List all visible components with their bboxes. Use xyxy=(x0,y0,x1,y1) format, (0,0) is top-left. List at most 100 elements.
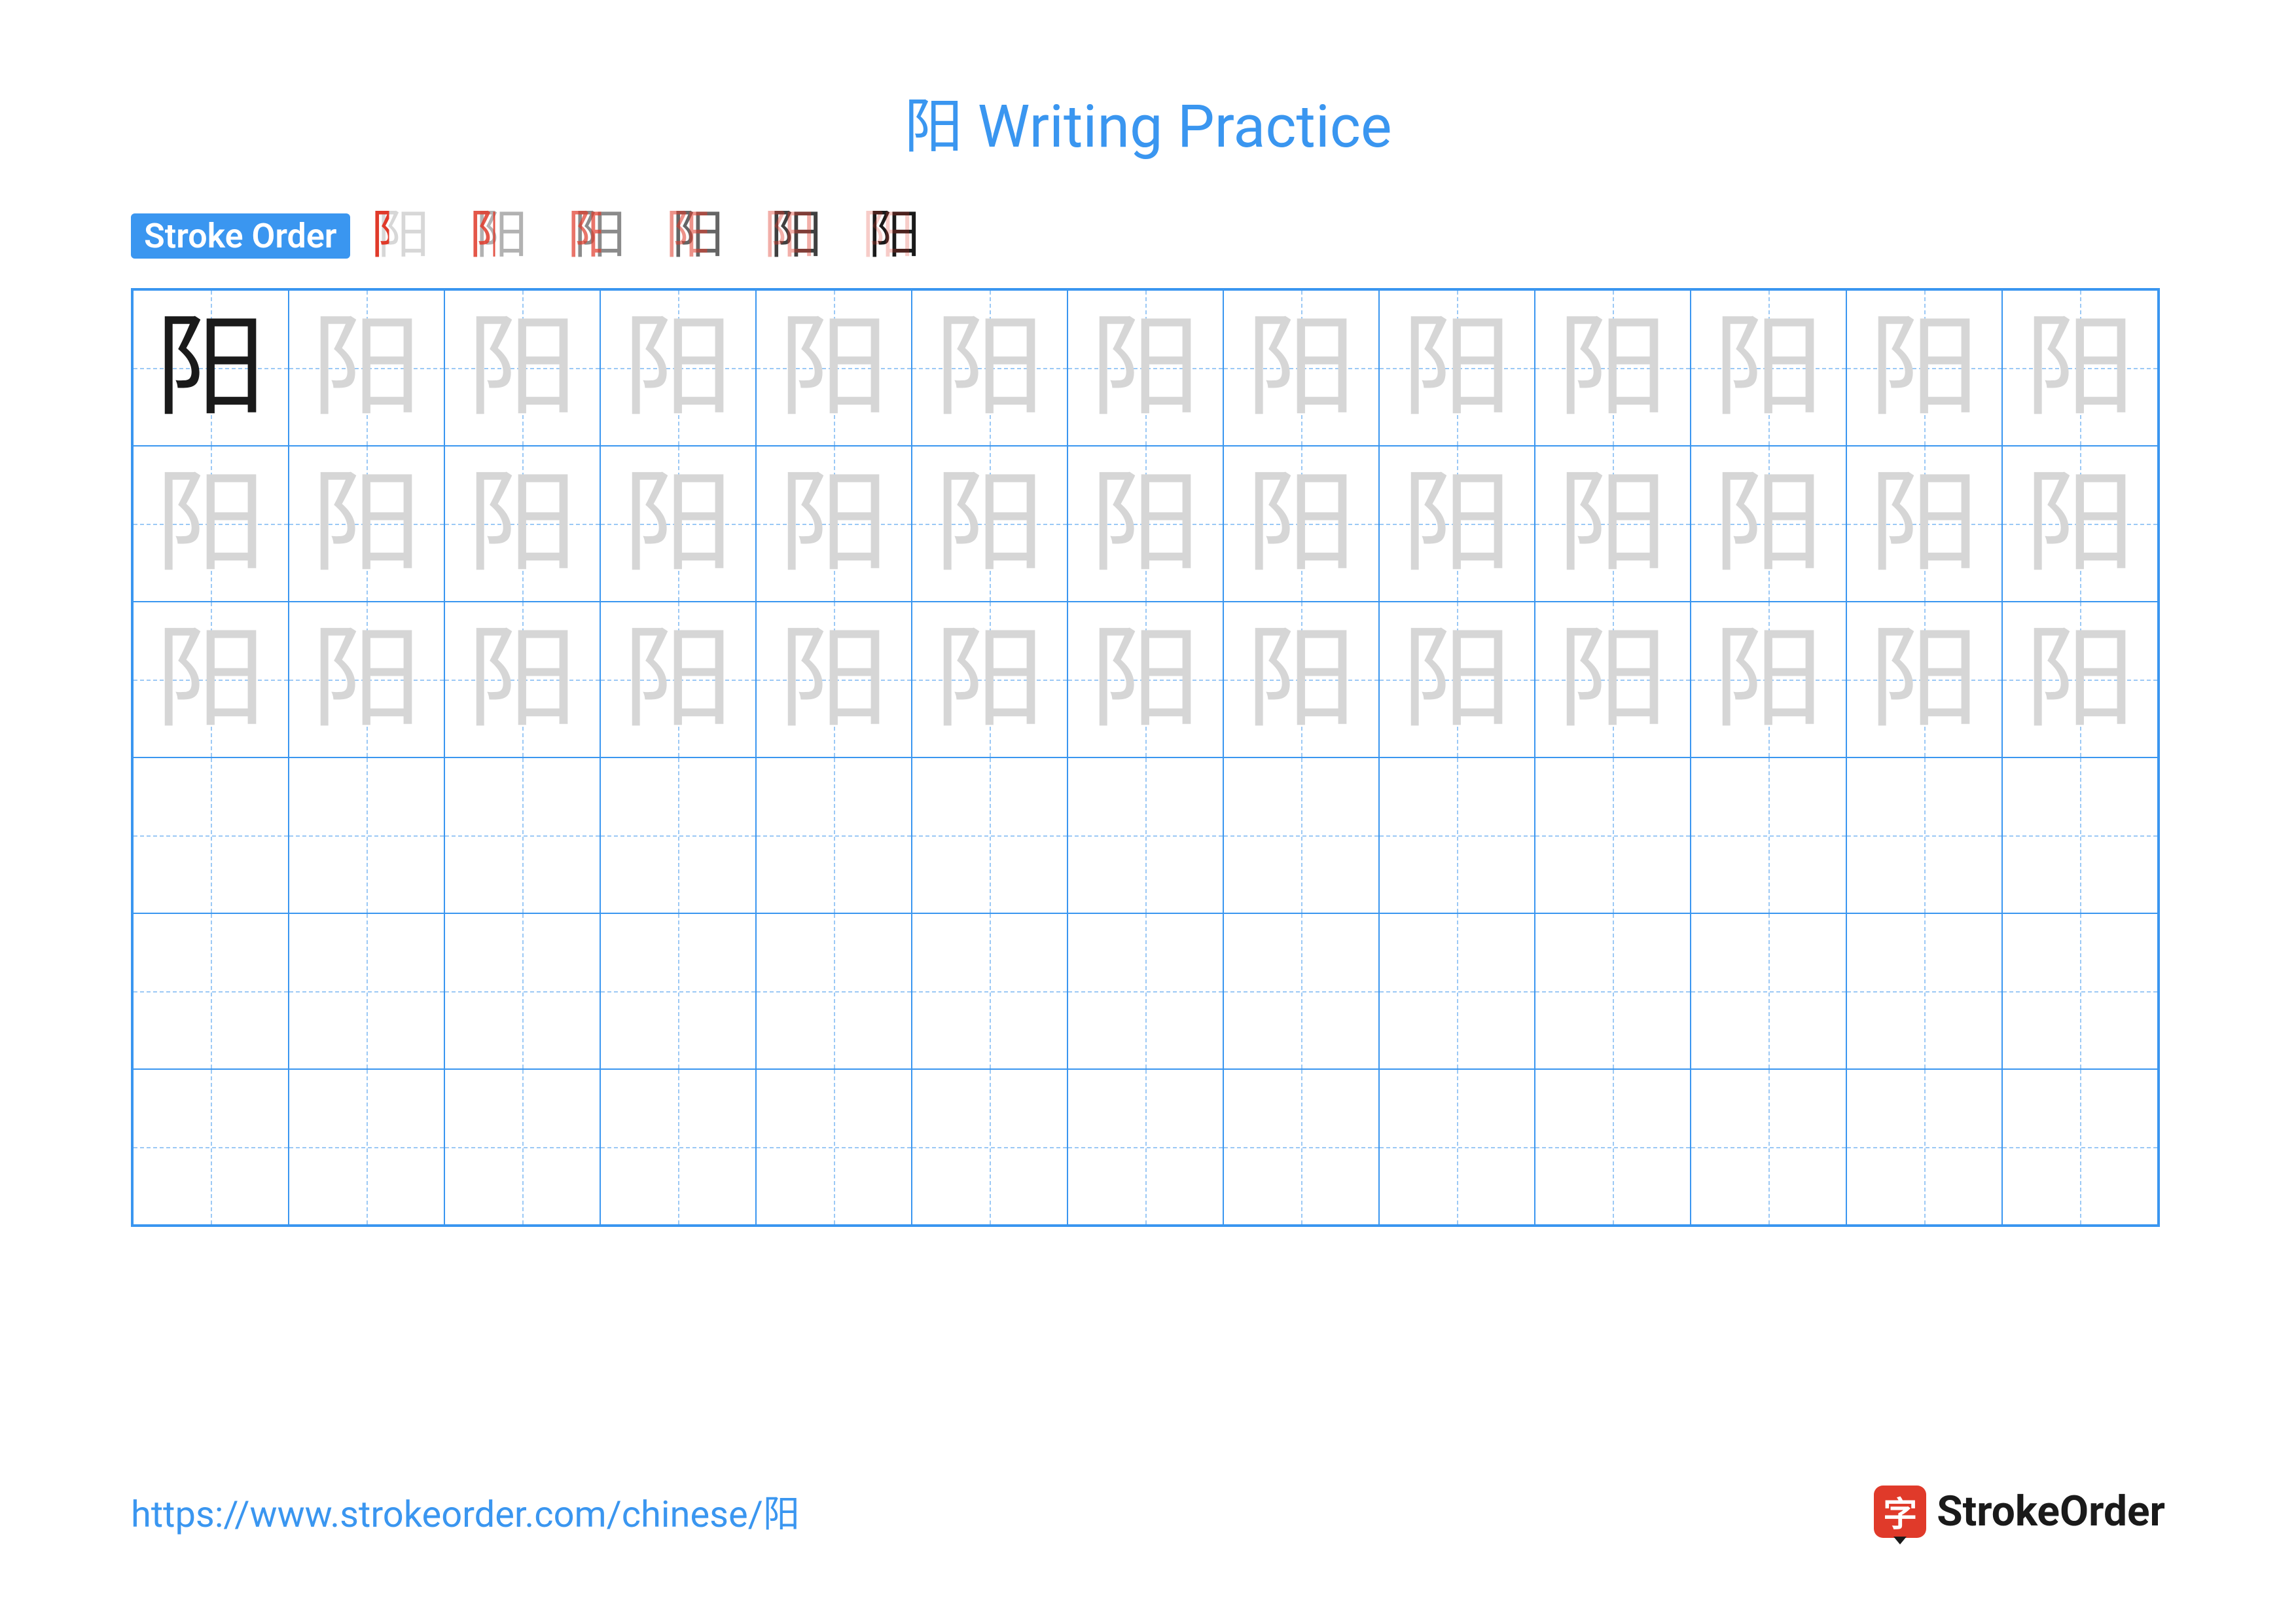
practice-char: 阳 xyxy=(778,624,889,735)
page-title: 阳 Writing Practice xyxy=(131,79,2165,164)
grid-cell xyxy=(1846,757,2002,913)
grid-cell: 阳 xyxy=(1535,602,1691,757)
grid-cell xyxy=(600,913,756,1069)
grid-cell: 阳 xyxy=(1846,290,2002,446)
practice-char: 阳 xyxy=(311,468,422,579)
grid-cell xyxy=(1067,1069,1223,1225)
practice-char: 阳 xyxy=(311,312,422,424)
grid-cell: 阳 xyxy=(133,602,289,757)
grid-cell xyxy=(2002,757,2158,913)
practice-char: 阳 xyxy=(622,624,734,735)
grid-cell: 阳 xyxy=(2002,602,2158,757)
grid-cell: 阳 xyxy=(756,290,912,446)
grid-cell: 阳 xyxy=(2002,290,2158,446)
grid-cell: 阳 xyxy=(1691,446,1846,602)
logo-icon: 字 xyxy=(1874,1486,1926,1538)
practice-char: 阳 xyxy=(622,312,734,424)
grid-cell: 阳 xyxy=(600,602,756,757)
practice-char: 阳 xyxy=(1401,624,1513,735)
grid-cell xyxy=(600,1069,756,1225)
practice-char: 阳 xyxy=(155,624,266,735)
practice-char: 阳 xyxy=(1713,312,1824,424)
grid-cell: 阳 xyxy=(1223,446,1379,602)
practice-char: 阳 xyxy=(467,468,578,579)
grid-cell xyxy=(1535,1069,1691,1225)
grid-cell xyxy=(1379,757,1535,913)
grid-cell xyxy=(1846,1069,2002,1225)
grid-cell: 阳 xyxy=(2002,446,2158,602)
grid-cell: 阳 xyxy=(1379,602,1535,757)
grid-cell xyxy=(1691,757,1846,913)
grid-cell xyxy=(1067,757,1223,913)
grid-cell: 阳 xyxy=(756,446,912,602)
grid-cell: 阳 xyxy=(1379,290,1535,446)
grid-cell: 阳 xyxy=(756,602,912,757)
grid-cell xyxy=(1067,913,1223,1069)
grid-cell: 阳 xyxy=(1067,446,1223,602)
grid-cell: 阳 xyxy=(600,290,756,446)
practice-char: 阳 xyxy=(2024,624,2136,735)
grid-cell: 阳 xyxy=(1379,446,1535,602)
grid-cell xyxy=(756,913,912,1069)
grid-cell: 阳 xyxy=(1846,602,2002,757)
logo: 字 StrokeOrder xyxy=(1874,1486,2165,1538)
grid-cell xyxy=(1223,913,1379,1069)
practice-char: 阳 xyxy=(1401,468,1513,579)
practice-char: 阳 xyxy=(1869,312,1980,424)
grid-cell xyxy=(1846,913,2002,1069)
grid-cell xyxy=(444,913,600,1069)
grid-cell xyxy=(2002,1069,2158,1225)
logo-text: StrokeOrder xyxy=(1937,1487,2165,1536)
practice-char: 阳 xyxy=(2024,312,2136,424)
grid-cell xyxy=(289,913,444,1069)
grid-cell xyxy=(444,1069,600,1225)
grid-cell xyxy=(444,757,600,913)
grid-cell xyxy=(1691,913,1846,1069)
practice-char: 阳 xyxy=(934,624,1045,735)
grid-cell xyxy=(289,1069,444,1225)
grid-cell xyxy=(912,757,1067,913)
grid-cell: 阳 xyxy=(1846,446,2002,602)
grid-cell: 阳 xyxy=(1535,446,1691,602)
grid-cell xyxy=(912,1069,1067,1225)
grid-cell xyxy=(1379,913,1535,1069)
grid-cell: 阳 xyxy=(600,446,756,602)
grid-cell: 阳 xyxy=(444,290,600,446)
grid-cell xyxy=(912,913,1067,1069)
grid-cell xyxy=(600,757,756,913)
grid-cell: 阳 xyxy=(133,290,289,446)
stroke-step: 阳阳 xyxy=(862,210,927,262)
grid-cell xyxy=(133,913,289,1069)
grid-cell xyxy=(1379,1069,1535,1225)
grid-cell xyxy=(1691,1069,1846,1225)
grid-cell xyxy=(2002,913,2158,1069)
practice-char: 阳 xyxy=(1090,624,1201,735)
grid-cell xyxy=(1535,757,1691,913)
grid-cell xyxy=(289,757,444,913)
practice-char: 阳 xyxy=(311,624,422,735)
stroke-order-row: Stroke Order 阳阳阳阳阳阳阳阳阳阳阳阳 xyxy=(131,210,2165,262)
grid-cell: 阳 xyxy=(1691,602,1846,757)
practice-grid: 阳阳阳阳阳阳阳阳阳阳阳阳阳阳阳阳阳阳阳阳阳阳阳阳阳阳阳阳阳阳阳阳阳阳阳阳阳阳阳 xyxy=(131,288,2160,1227)
practice-char: 阳 xyxy=(1869,624,1980,735)
practice-char: 阳 xyxy=(467,624,578,735)
practice-char: 阳 xyxy=(155,468,266,579)
practice-char: 阳 xyxy=(934,312,1045,424)
source-url-link[interactable]: https://www.strokeorder.com/chinese/阳 xyxy=(131,1485,800,1538)
grid-cell: 阳 xyxy=(912,602,1067,757)
grid-cell: 阳 xyxy=(444,446,600,602)
practice-char: 阳 xyxy=(1869,468,1980,579)
grid-cell xyxy=(1535,913,1691,1069)
practice-char: 阳 xyxy=(1401,312,1513,424)
grid-cell: 阳 xyxy=(133,446,289,602)
practice-char: 阳 xyxy=(1090,468,1201,579)
grid-cell: 阳 xyxy=(1067,602,1223,757)
practice-char: 阳 xyxy=(2024,468,2136,579)
practice-char: 阳 xyxy=(622,468,734,579)
practice-char: 阳 xyxy=(1713,468,1824,579)
stroke-step: 阳阳 xyxy=(666,210,731,262)
stroke-step: 阳阳 xyxy=(469,210,535,262)
stroke-step: 阳阳 xyxy=(764,210,829,262)
stroke-steps-container: 阳阳阳阳阳阳阳阳阳阳阳阳 xyxy=(371,210,927,262)
practice-char: 阳 xyxy=(934,468,1045,579)
